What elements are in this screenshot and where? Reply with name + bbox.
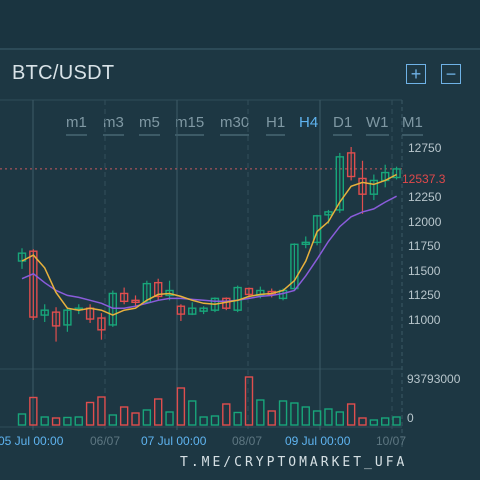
candle-body [131,299,140,304]
volume-bar [278,400,288,426]
volume-bar [142,409,152,426]
volume-bar [335,411,344,426]
price-tick-label: 12000 [408,214,442,229]
price-tick-label: 11000 [408,313,441,327]
volume-bar [358,417,367,426]
volume-bar [381,417,390,426]
tab-m5[interactable]: m5 [139,114,160,136]
minus-square-icon: − [445,63,457,84]
candle-body [176,305,186,315]
candle-body [199,307,208,312]
pair-title: BTC/USDT [12,62,115,84]
volume-bar [233,411,242,426]
tab-d1[interactable]: D1 [333,114,353,136]
candle-body [358,177,367,195]
volume-bar [108,414,118,426]
tab-m30[interactable]: m30 [220,114,250,136]
watermark: T.ME/CRYPTOMARKET_UFA [180,455,408,470]
ma-fast-line [21,173,397,316]
candle-body [244,287,254,296]
candle-body [346,152,356,178]
candle-body [51,311,61,327]
volume-bar [63,416,72,426]
top-strip [0,0,480,48]
volume-bar [222,403,231,426]
price-tick-label: 12750 [408,141,442,155]
volume-bar [301,406,310,426]
time-tick-label: 07 Jul 00:00 [141,434,207,448]
volume-bar [119,406,129,426]
volume-bar [165,411,174,426]
candle-body [97,317,106,331]
volume-zero-label: 0 [407,411,414,425]
volume-bar [74,416,83,426]
volume-bar [290,402,299,426]
header-divider [0,48,480,50]
current-price-label: 12537.3 [402,172,446,186]
tab-m1[interactable]: M1 [402,114,423,136]
candle-body [290,243,299,290]
time-tick-label: 08/07 [232,434,263,448]
tab-m1[interactable]: m1 [66,114,87,136]
volume-bar [267,410,276,426]
volume-bar [17,413,27,426]
candle-body [63,309,72,326]
candle-body [369,179,379,195]
volume-bar [256,399,265,426]
volume-bar [244,376,254,426]
candle-body [153,281,163,298]
tab-h4[interactable]: H4 [299,114,319,131]
volume-bar [188,400,197,426]
price-tick-label: 11750 [408,239,441,254]
time-tick-label: 06/07 [90,434,121,448]
volume-bar [324,408,333,426]
candle-body [392,168,401,179]
tab-m3[interactable]: m3 [103,114,124,136]
volume-bar [199,416,208,426]
volume-bar [312,410,322,426]
candle-body [142,282,152,304]
price-tick-label: 12250 [408,190,442,205]
volume-bar [51,417,61,426]
price-tick-label: 11250 [408,288,441,303]
volume-bar [131,412,140,426]
volume-bar [346,403,356,426]
tab-m15[interactable]: m15 [175,114,205,136]
volume-max-label: 93793000 [407,372,461,386]
volume-bar [40,416,49,426]
time-tick-label: 09 Jul 00:00 [285,434,351,448]
zoom-in-button[interactable]: + [406,64,426,84]
candle-body [29,250,38,318]
tab-h1[interactable]: H1 [266,114,286,136]
volume-bar [210,415,220,426]
time-tick-label: 05 Jul 00:00 [0,434,64,448]
zoom-out-button[interactable]: − [441,64,461,84]
tab-w1[interactable]: W1 [366,114,389,136]
candle-body [119,292,129,303]
candle-body [188,307,197,315]
volume-bar [153,398,163,426]
candle-body [108,292,118,326]
volume-bar [97,396,106,426]
candle-body [256,289,265,297]
candle-body [17,252,27,262]
volume-bar [392,416,401,426]
volume-bar [29,396,38,426]
ma-slow-line [21,195,397,309]
candle-body [301,241,310,246]
price-tick-label: 11500 [408,263,441,278]
candle-body [40,309,49,316]
volume-bar [176,387,186,426]
candle-body [165,289,174,297]
volume-bar [369,419,379,426]
candle-body [335,156,344,211]
candle-body [324,211,333,216]
time-tick-label: 10/07 [376,434,407,448]
plus-square-icon: + [410,63,422,84]
volume-bar [85,401,95,426]
